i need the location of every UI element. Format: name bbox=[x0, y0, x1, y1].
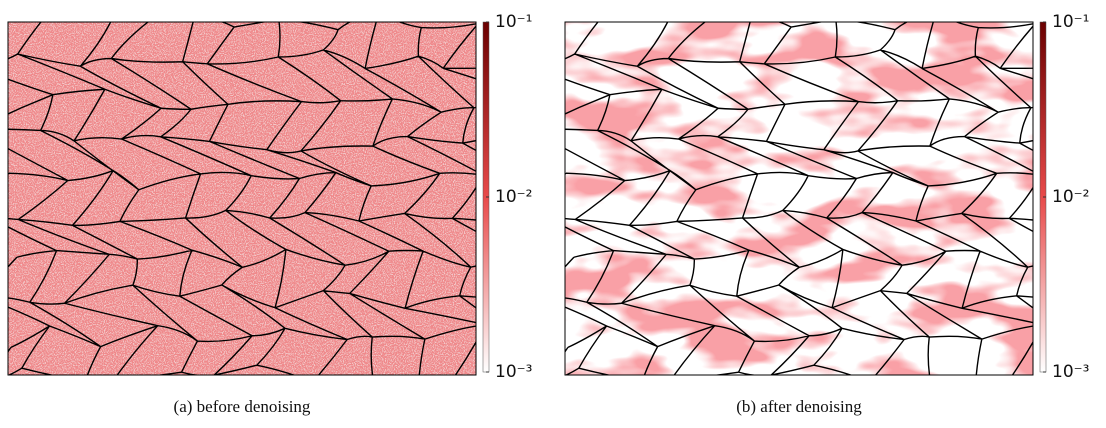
image bbox=[565, 22, 1033, 375]
colorbar-tick-label: 10⁻¹ bbox=[495, 12, 532, 32]
image-frame bbox=[7, 21, 477, 376]
caption: (b) after denoising bbox=[736, 397, 862, 416]
colorbar-tick-label: 10⁻² bbox=[1052, 187, 1089, 207]
image-frame bbox=[564, 21, 1034, 376]
image-texture bbox=[565, 22, 1033, 375]
image bbox=[8, 22, 476, 375]
colorbar-tick-label: 10⁻² bbox=[495, 187, 532, 207]
colorbar-tick-label: 10⁻³ bbox=[495, 362, 532, 382]
colorbar-tick-label: 10⁻³ bbox=[1052, 362, 1089, 382]
colorbar-tick-label: 10⁻¹ bbox=[1052, 12, 1089, 32]
image-texture bbox=[8, 22, 476, 375]
grain-boundaries bbox=[565, 22, 1033, 375]
grain-boundaries bbox=[8, 22, 476, 375]
caption: (a) before denoising bbox=[174, 397, 311, 416]
